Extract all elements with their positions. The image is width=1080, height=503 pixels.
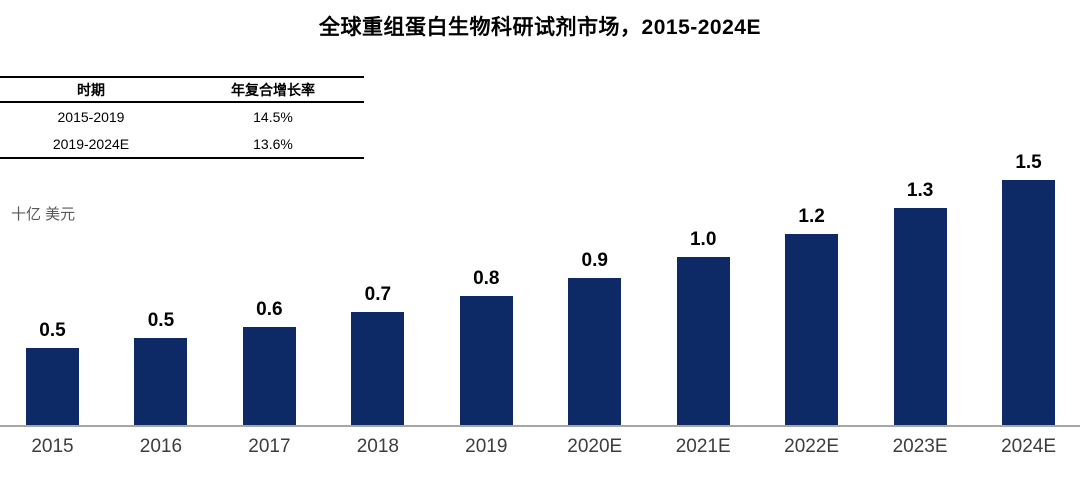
x-tick-label-2019: 2019 — [465, 436, 508, 457]
x-axis-line — [0, 425, 1080, 427]
bar-value-label-2018: 0.7 — [364, 284, 392, 305]
x-tick-label-2017: 2017 — [248, 436, 291, 457]
cagr-period-2019-2024e: 2019-2024E — [52, 135, 130, 152]
cagr-period-2015-2019: 2015-2019 — [57, 108, 125, 125]
bar-2015 — [26, 348, 79, 425]
bar-2021e — [676, 257, 730, 425]
x-tick-label-2020e: 2020E — [567, 436, 623, 457]
bar-value-label-2023e: 1.3 — [906, 180, 934, 201]
x-tick-label-2023e: 2023E — [892, 436, 948, 457]
bar-value-label-2024e: 1.5 — [1015, 152, 1042, 173]
bar-2016 — [134, 338, 188, 425]
bar-2017 — [242, 327, 296, 425]
cagr-table-row: 2015-2019 14.5% — [0, 103, 364, 130]
bar-2018 — [351, 312, 405, 425]
bar-value-label-2015: 0.5 — [39, 320, 66, 341]
x-tick-label-2024e: 2024E — [1001, 436, 1057, 457]
cagr-header-period: 时期 — [77, 81, 105, 98]
cagr-table-row: 2019-2024E 13.6% — [0, 130, 364, 157]
bar-value-label-2021e: 1.0 — [689, 229, 717, 250]
cagr-table-header-row: 时期 年复合增长率 — [0, 78, 364, 103]
bar-value-label-2020e: 0.9 — [581, 250, 608, 271]
x-tick-label-2021e: 2021E — [675, 436, 731, 457]
cagr-header-rate: 年复合增长率 — [231, 81, 315, 98]
x-tick-label-2016: 2016 — [139, 436, 183, 457]
cagr-rate-2019-2024e: 13.6% — [253, 135, 293, 152]
x-tick-label-2018: 2018 — [356, 436, 399, 457]
bar-value-label-2017: 0.6 — [256, 299, 283, 320]
bar-2023e — [893, 208, 947, 425]
bar-value-label-2022e: 1.2 — [798, 206, 825, 227]
chart-title: 全球重组蛋白生物科研试剂市场，2015-2024E — [319, 16, 761, 39]
bar-2022e — [785, 234, 839, 425]
bar-2019 — [459, 296, 513, 425]
bar-2024e — [1002, 180, 1056, 425]
y-axis-unit-label: 十亿 美元 — [11, 206, 76, 223]
cagr-rate-2015-2019: 14.5% — [253, 108, 293, 125]
x-tick-label-2015: 2015 — [31, 436, 74, 457]
cagr-table: 时期 年复合增长率 2015-2019 14.5% 2019-2024E 13.… — [0, 76, 364, 159]
x-tick-label-2022e: 2022E — [784, 436, 840, 457]
bar-2020e — [568, 278, 622, 425]
bar-value-label-2016: 0.5 — [147, 310, 175, 331]
bar-value-label-2019: 0.8 — [473, 268, 500, 289]
